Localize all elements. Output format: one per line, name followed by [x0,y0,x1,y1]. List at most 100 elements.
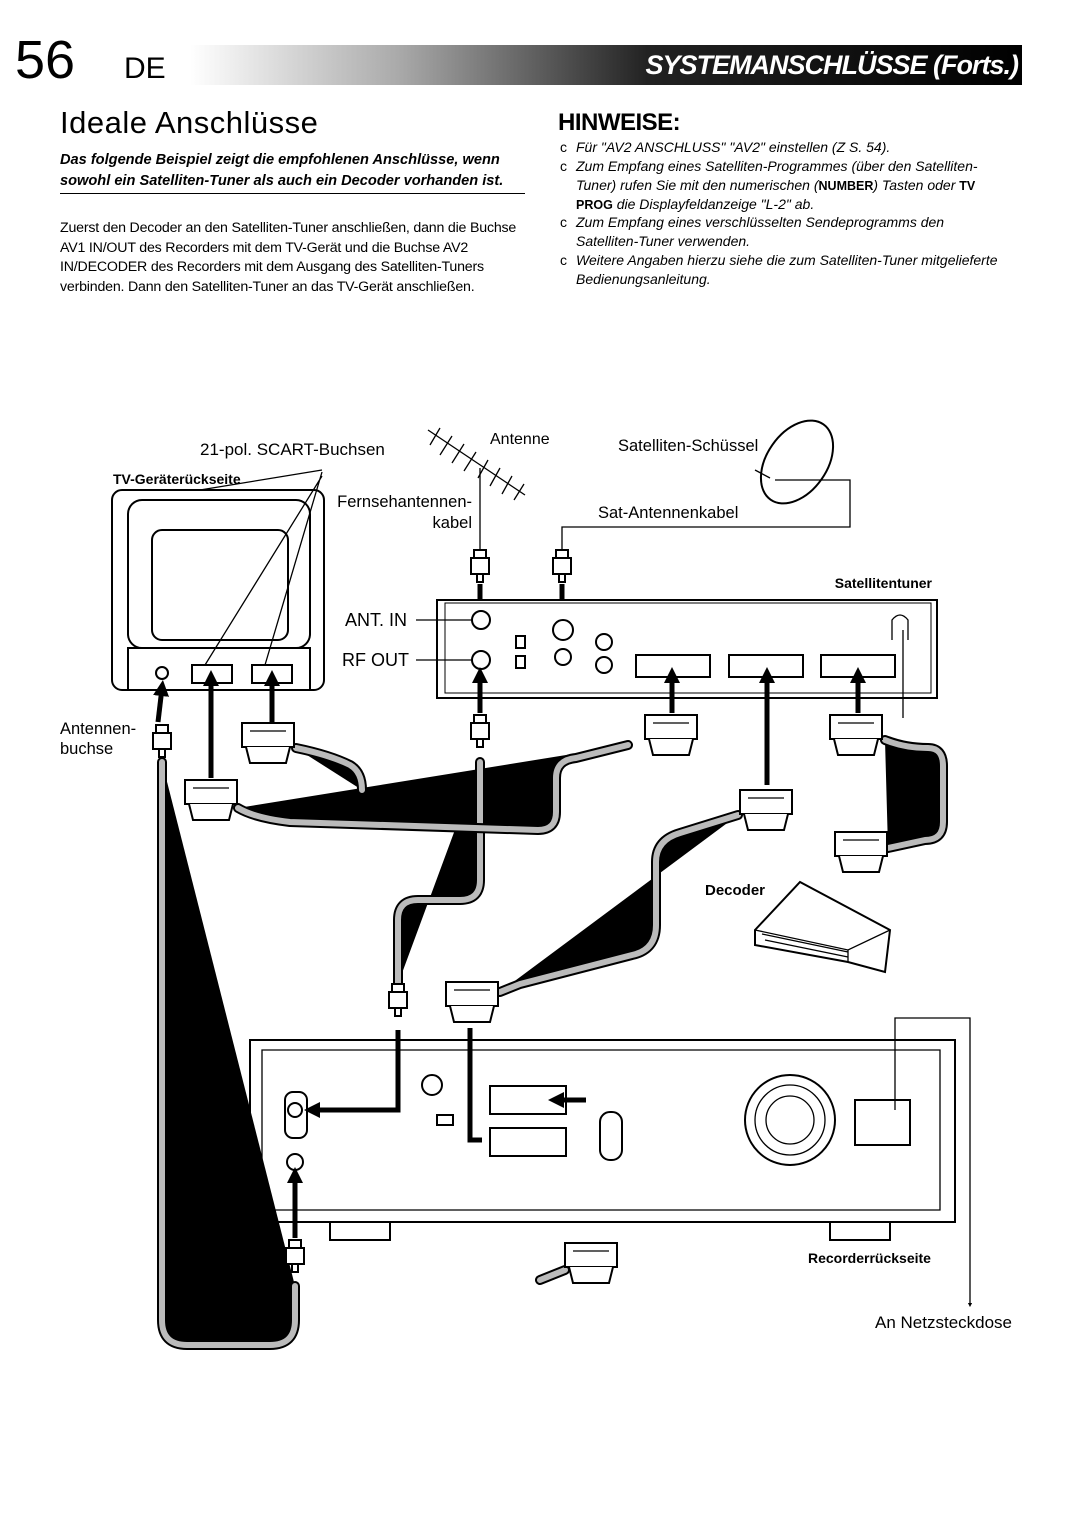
connectors-part [829,714,883,756]
label: Antennen- [60,720,136,738]
note-item: c Für "AV2 ANSCHLUSS" "AV2" einstellen (Z… [560,138,1000,157]
label: An Netzsteckdose [875,1313,1012,1332]
satellite-tuner-part [515,635,526,649]
recorder-part [329,1221,391,1241]
bullet: c [560,214,567,230]
satellite-tuner-part [416,619,472,661]
label: Satellitentuner [835,575,933,591]
satellite-tuner-part [595,633,613,651]
arrows-part [467,1028,482,1143]
dish-icon-part [759,419,835,505]
satellite-tuner-part [515,655,526,669]
connectors-part [184,779,238,821]
satellite-tuner-part [471,610,491,630]
connectors-part [739,789,793,831]
connectors-part [445,981,499,1023]
recorder-part [765,1095,815,1145]
recorder-part [286,1153,304,1171]
tv-part [151,529,289,641]
connectors-part [152,724,172,758]
arrows [153,666,973,1308]
label: ANT. IN [345,610,407,630]
recorder-part [854,1099,911,1146]
note-run: Für "AV2 ANSCHLUSS" "AV2" einstellen (Z … [576,139,891,155]
satellite-tuner-part [471,650,491,670]
cables-part [296,748,362,790]
label: Fernsehantennen- [337,493,472,511]
antenna-icon-part [427,429,526,496]
note-text: Für "AV2 ANSCHLUSS" "AV2" einstellen (Z … [576,138,1000,157]
notes-heading: HINWEISE: [558,109,681,136]
cables-part [500,815,738,992]
label: 21-pol. SCART-Buchsen [200,440,385,459]
tv-part [155,666,169,680]
note-text: Zum Empfang eines Satelliten-Programmes … [576,157,1000,215]
recorder-part [489,1085,567,1115]
language: DE [124,52,166,85]
section-title: SYSTEMANSCHLÜSSE (Forts.) [645,50,1019,80]
note-item: c Zum Empfang eines Satelliten-Programmes… [560,157,1000,215]
cables-part [162,762,295,1345]
connectors-part [241,722,295,764]
satellite-tuner-part [728,654,804,678]
satellite-tuner-part [436,599,938,699]
title: Ideale Anschlüsse [60,105,319,140]
connectors-part [644,714,698,756]
satellite-tuner-part [444,602,932,694]
recorder-part [436,1114,454,1126]
note-text: Zum Empfang eines verschlüsselten Sendep… [576,213,1000,250]
satellite-tuner-part [554,648,572,666]
note-item: c Weitere Angaben hierzu siehe die zum Sa… [560,251,1000,288]
antenna-icon-part [470,549,490,583]
satellite-tuner-part [552,619,574,641]
arrows-part [153,680,170,723]
satellite-tuner-part [891,614,909,718]
antenna-icon-part [429,427,525,501]
connectors-part [564,1242,618,1284]
satellite-tuner-part [595,656,613,674]
dish-icon-part [552,549,572,583]
header-band [190,45,1022,85]
dish-icon-part [561,479,851,550]
bullet: c [560,252,567,268]
recorder-part [421,1074,443,1096]
connectors-part [388,983,408,1017]
label: Antenne [490,431,550,448]
recorder-part [287,1102,303,1118]
arrows-part [303,1030,401,1119]
recorder-part [829,1221,891,1241]
satellite-tuner-part [820,654,896,678]
note-run: NUMBER [818,178,874,193]
dish-icon [552,419,851,633]
decoder [754,880,892,974]
cables-part [885,740,943,848]
antenna-icon-part-part [429,427,525,501]
connectors-part [834,831,888,873]
cables-part [238,745,628,830]
recorder [249,1039,956,1241]
bullet: c [560,139,567,155]
label: Decoder [705,882,765,899]
body: Zuerst den Decoder an den Satelliten-Tun… [60,220,517,295]
bullet: c [560,158,567,174]
recorder-part [599,1111,623,1161]
label: TV-Geräterückseite [113,471,241,487]
intro: Das folgende Beispiel zeigt die empfohle… [60,150,525,194]
label: buchse [60,740,113,758]
recorder-part [754,1084,826,1156]
dish-icon-part [754,469,771,479]
label: Recorderrückseite [808,1250,931,1266]
tv [111,469,325,691]
note-text: Weitere Angaben hierzu siehe die zum Sat… [576,251,1000,288]
label: Satelliten-Schüssel [618,437,758,455]
note-run: Weitere Angaben hierzu siehe die zum Sat… [576,252,998,287]
decoder-part [761,933,849,958]
note-run: die Displayfeldanzeige "L-2" ab. [612,196,815,213]
satellite-tuner-part [635,654,711,678]
cables [162,740,943,1345]
decoder-part [754,880,892,974]
tv-part [199,469,323,666]
note-run: ) Tasten oder [873,176,960,193]
note-run: Zum Empfang eines Satelliten-Programmes … [576,158,978,193]
